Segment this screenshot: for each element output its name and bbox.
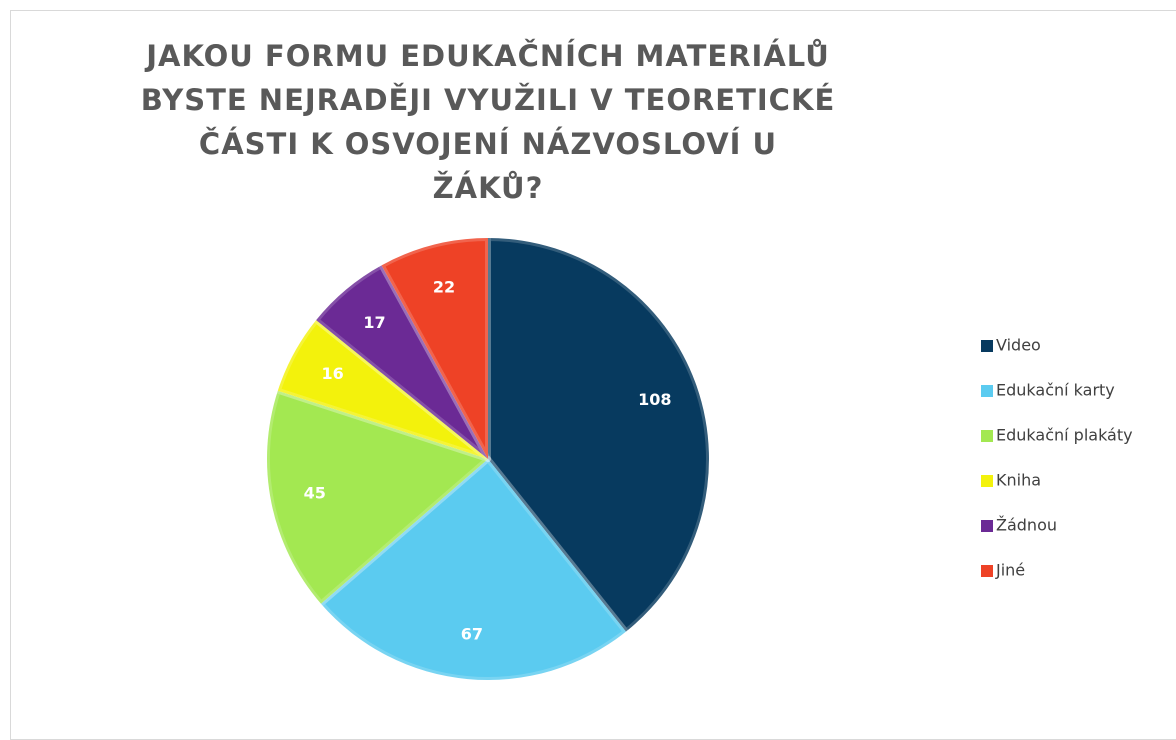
pie-slice bbox=[317, 456, 629, 683]
chart-title: JAKOU FORMU EDUKAČNÍCH MATERIÁLŮ BYSTE N… bbox=[140, 39, 836, 205]
data-label: 16 bbox=[321, 364, 343, 383]
legend-swatch bbox=[981, 385, 993, 397]
data-label: 17 bbox=[363, 313, 385, 332]
legend-swatch bbox=[981, 430, 993, 442]
legend-label: Edukační karty bbox=[996, 381, 1115, 400]
pie-slice bbox=[264, 387, 491, 607]
legend-label: Edukační plakáty bbox=[996, 426, 1133, 445]
data-label: 108 bbox=[638, 390, 671, 409]
pie-slice bbox=[378, 235, 491, 462]
pie-slice bbox=[313, 262, 491, 462]
legend-swatch bbox=[981, 565, 993, 577]
pie-slice bbox=[485, 235, 712, 635]
legend-label: Video bbox=[996, 336, 1041, 355]
legend-swatch bbox=[981, 340, 993, 352]
legend-label: Kniha bbox=[996, 471, 1041, 490]
data-label: 45 bbox=[304, 484, 326, 503]
legend-swatch bbox=[981, 520, 993, 532]
legend-label: Jiné bbox=[995, 561, 1025, 580]
data-label: 22 bbox=[433, 277, 455, 296]
pie-slice bbox=[274, 317, 491, 462]
legend-swatch bbox=[981, 475, 993, 487]
legend-label: Žádnou bbox=[996, 516, 1057, 535]
data-label: 67 bbox=[461, 625, 483, 644]
